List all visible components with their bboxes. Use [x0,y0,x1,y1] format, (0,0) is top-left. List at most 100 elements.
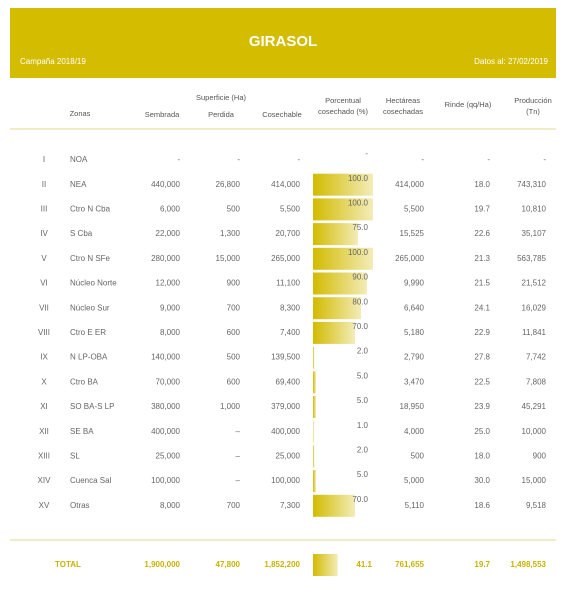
cell: 22.9 [474,328,490,337]
cell: 265,000 [271,254,300,263]
cell: – [236,427,241,436]
date: Datos al: 27/02/2019 [474,57,548,66]
zone: NOA [70,155,88,164]
cell: 5,110 [405,501,425,510]
cell: - [237,155,240,164]
zone: Ctro N Cba [70,205,111,214]
cell: 6,000 [160,205,181,214]
cell: 500 [227,353,241,362]
cell: 380,000 [151,402,180,411]
col-header: Superficie (Ha) [196,93,247,102]
pct-value: 5.0 [357,371,369,380]
title: GIRASOL [249,33,317,50]
cell: 12,000 [156,279,181,288]
pct-value: 80.0 [352,297,368,306]
zone: Ctro N SFe [70,254,111,263]
row-numeral: I [43,155,45,164]
col-header: Perdida [208,110,235,119]
pct-bar [313,272,367,295]
col-header: Rinde (qq/Ha) [445,100,492,109]
cell: 280,000 [151,254,180,263]
cell: - [421,155,424,164]
pct-bar [313,554,338,576]
row-numeral: VII [39,303,49,312]
cell: - [177,155,180,164]
cell: 15,000 [522,476,547,485]
zone: SE BA [70,427,94,436]
cell: 19.7 [474,205,490,214]
row-numeral: XV [39,501,50,510]
pct-value: 2.0 [357,446,369,455]
pct-bar [313,297,361,320]
col-header: cosechado (%) [318,107,369,116]
cell: 8,000 [160,501,181,510]
cell: 15,000 [216,254,241,263]
pct-value: 90.0 [352,273,368,282]
cell: 700 [227,303,241,312]
cell: 9,518 [526,501,547,510]
cell: - [543,155,546,164]
cell: 10,810 [522,205,547,214]
total-cell: 19.7 [474,560,490,569]
row-numeral: IX [40,353,48,362]
cell: 21.5 [474,279,490,288]
col-header: cosechadas [383,107,423,116]
cell: 8,000 [160,328,181,337]
cell: 139,500 [271,353,300,362]
cell: 18.0 [474,180,490,189]
cell: 5,500 [280,205,301,214]
row-numeral: II [42,180,46,189]
total-cell: 1,852,200 [264,560,300,569]
total-cell: 761,655 [395,560,424,569]
row-numeral: III [41,205,48,214]
cell: 6,640 [404,303,425,312]
cell: – [236,452,241,461]
zone: Núcleo Norte [70,279,117,288]
cell: 900 [533,452,547,461]
row-numeral: XIV [38,476,52,485]
col-header: Sembrada [145,110,180,119]
row-numeral: XII [39,427,49,436]
cell: 3,470 [404,377,425,386]
cell: 5,500 [404,205,425,214]
pct-value: 1.0 [357,421,369,430]
cell: 23.9 [474,402,490,411]
cell: 27.8 [474,353,490,362]
row-numeral: V [41,254,47,263]
pct-bar [313,445,315,468]
pct-bar [313,321,355,344]
pct-value: 5.0 [357,470,369,479]
cell: 24.1 [474,303,490,312]
pct-bar [313,223,358,246]
cell: 414,000 [271,180,300,189]
cell: 400,000 [271,427,300,436]
zone: S Cba [70,229,93,238]
cell: 69,400 [276,377,301,386]
cell: 1,300 [220,229,241,238]
cell: 7,300 [280,501,301,510]
cell: 600 [227,377,241,386]
pct-bar [313,198,373,221]
row-numeral: VIII [38,328,50,337]
cell: 18.0 [474,452,490,461]
col-header: Cosechable [262,110,302,119]
cell: 743,310 [517,180,546,189]
zone: NEA [70,180,87,189]
cell: 563,785 [517,254,546,263]
pct-value: 5.0 [357,396,369,405]
cell: 16,029 [522,303,547,312]
pct-bar [313,420,314,443]
cell: 140,000 [151,353,180,362]
col-header: (Tn) [526,107,540,116]
header-band [10,8,556,78]
pct-value: 100.0 [348,174,369,183]
cell: 22.5 [474,377,490,386]
pct-value: 70.0 [352,322,368,331]
cell: 21.3 [474,254,490,263]
cell: 5,000 [404,476,425,485]
cell: 18.6 [474,501,490,510]
pct-bar [313,470,316,493]
cell: 18,950 [400,402,425,411]
row-numeral: IV [40,229,48,238]
pct-bar [313,396,316,418]
